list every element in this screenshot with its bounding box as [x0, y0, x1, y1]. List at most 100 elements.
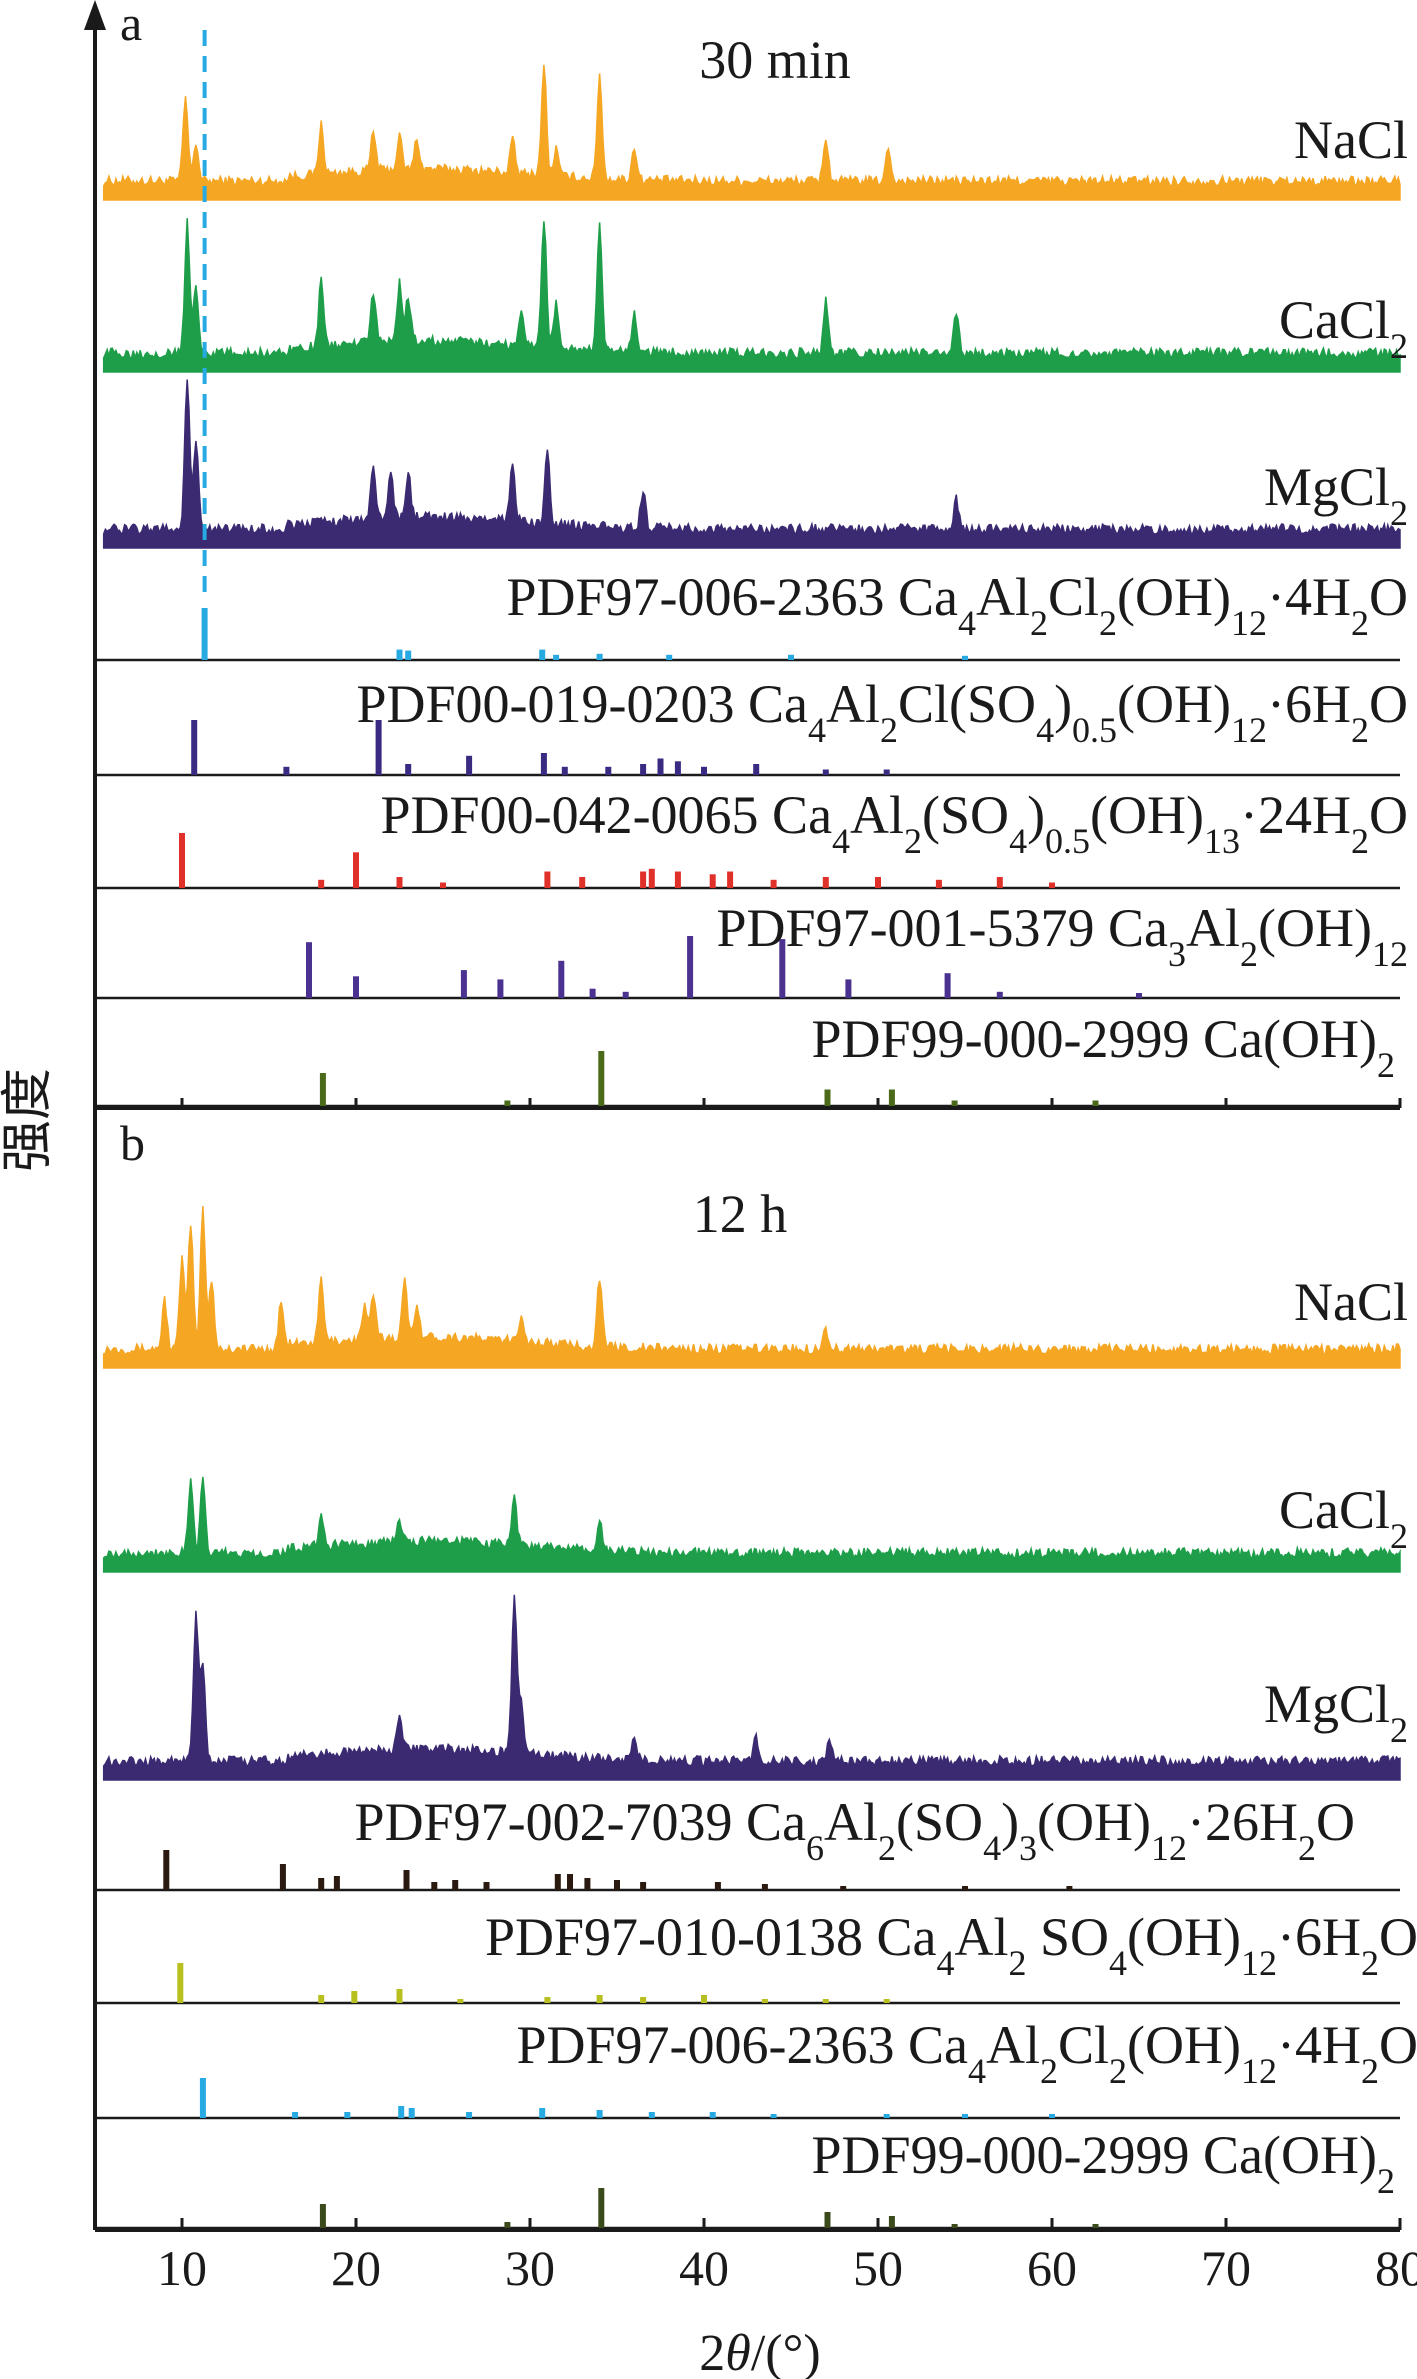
ref-line-b-2-12 [962, 2114, 968, 2118]
series-label-a-2: MgCl2 [1264, 457, 1408, 533]
ref-line-a-3-6 [622, 991, 629, 998]
ref-line-b-2-11 [883, 2114, 890, 2118]
ref-line-b-1-2 [351, 1991, 358, 2003]
ref-line-a-4-4 [888, 1089, 895, 1106]
ref-line-b-0-15 [840, 1886, 847, 1890]
ref-line-b-1-6 [596, 1995, 603, 2003]
ref-line-b-2-6 [539, 2108, 546, 2118]
ref-line-a-3-0 [306, 942, 312, 998]
ref-line-b-1-9 [761, 1999, 768, 2003]
ref-line-b-1-4 [457, 1999, 464, 2003]
ref-line-b-1-11 [883, 1999, 890, 2003]
ref-line-a-2-12 [770, 879, 777, 889]
ref-label-b-1: PDF97-010-0138 Ca4Al2 SO4(OH)12·6H2O [485, 1907, 1417, 1983]
ref-line-a-4-3 [824, 1089, 831, 1106]
ref-line-a-3-5 [589, 988, 596, 998]
ref-line-a-2-6 [579, 877, 586, 888]
series-label-a-0: NaCl [1294, 110, 1408, 170]
panel-label-b: b [120, 1115, 145, 1171]
x-tick-label-50: 50 [853, 2240, 903, 2296]
ref-line-a-3-10 [944, 973, 951, 998]
ref-line-a-0-2 [405, 650, 412, 660]
ref-label-b-2: PDF97-006-2363 Ca4Al2Cl2(OH)12·4H2O [517, 2015, 1417, 2091]
x-tick-label-10: 10 [157, 2240, 207, 2296]
ref-label-a-4: PDF99-000-2999 Ca(OH)2 [812, 1009, 1395, 1085]
ref-line-b-1-3 [396, 1989, 403, 2003]
ref-line-a-2-5 [544, 871, 551, 888]
series-label-a-1: CaCl2 [1279, 290, 1408, 366]
series-label-b-0: NaCl [1294, 1272, 1408, 1332]
ref-line-a-2-4 [440, 882, 446, 888]
series-label-b-1: CaCl2 [1279, 1480, 1408, 1556]
ref-line-b-2-8 [648, 2112, 655, 2118]
ref-line-a-2-17 [1049, 882, 1055, 888]
ref-label-a-3: PDF97-001-5379 Ca3Al2(OH)12 [717, 898, 1408, 974]
ref-line-a-1-14 [883, 769, 890, 775]
ref-line-a-3-9 [845, 979, 852, 998]
ref-line-b-3-5 [951, 2224, 958, 2228]
ref-line-a-2-14 [875, 877, 881, 888]
ref-line-a-3-4 [558, 960, 565, 998]
ref-line-a-4-1 [504, 1100, 511, 1106]
ref-label-b-3: PDF99-000-2999 Ca(OH)2 [812, 2125, 1395, 2201]
ref-line-b-3-3 [824, 2212, 831, 2228]
series-pattern-b-0 [102, 1206, 1401, 1369]
series-pattern-b-1 [102, 1476, 1401, 1573]
ref-line-a-1-10 [674, 761, 681, 776]
y-axis-label: 强度 [0, 1068, 57, 1172]
ref-line-b-0-17 [1066, 1886, 1073, 1890]
ref-line-a-1-7 [605, 766, 612, 776]
ref-line-b-2-2 [344, 2112, 351, 2118]
series-pattern-b-2 [102, 1594, 1401, 1781]
ref-line-a-0-3 [539, 649, 546, 660]
ref-line-a-0-0 [201, 608, 208, 660]
ref-line-a-1-13 [822, 769, 829, 775]
series-label-b-2: MgCl2 [1264, 1674, 1408, 1750]
ref-line-a-2-10 [709, 874, 716, 889]
ref-label-b-0: PDF97-002-7039 Ca6Al2(SO4)3(OH)12·26H2O [355, 1792, 1355, 1868]
ref-line-a-3-2 [460, 970, 467, 998]
x-ticks: 10 20 30 40 50 60 70 80 [157, 1098, 1417, 2296]
ref-line-a-4-0 [319, 1073, 326, 1106]
ref-line-b-0-3 [333, 1876, 340, 1890]
x-tick-label-40: 40 [679, 2240, 729, 2296]
x-tick-label-60: 60 [1027, 2240, 1077, 2296]
ref-line-a-3-8 [779, 939, 786, 998]
ref-line-b-0-8 [554, 1874, 561, 1890]
ref-line-b-1-7 [640, 1997, 647, 2003]
ref-line-a-4-5 [951, 1100, 958, 1106]
ref-line-b-0-6 [452, 1880, 459, 1890]
ref-line-b-0-1 [279, 1864, 286, 1890]
ref-line-a-1-0 [191, 720, 198, 775]
ref-line-a-0-5 [596, 653, 603, 660]
ref-line-b-1-0 [177, 1963, 184, 2003]
ref-line-a-1-4 [466, 755, 473, 776]
ref-line-b-1-1 [318, 1995, 325, 2003]
ref-line-b-2-0 [199, 2078, 206, 2118]
ref-line-a-3-11 [996, 991, 1003, 998]
ref-line-a-1-1 [283, 766, 290, 776]
ref-line-b-3-6 [1092, 2224, 1099, 2228]
ref-line-b-0-9 [567, 1874, 573, 1890]
ref-line-b-0-4 [403, 1870, 410, 1890]
ref-line-a-3-7 [687, 936, 694, 998]
ref-line-b-0-16 [962, 1886, 968, 1890]
ref-line-b-2-10 [770, 2114, 777, 2118]
ref-line-b-3-2 [598, 2188, 605, 2228]
ref-line-b-0-13 [714, 1882, 721, 1890]
ref-line-a-1-8 [640, 764, 647, 775]
ref-line-a-1-5 [540, 753, 547, 775]
ref-line-a-0-7 [788, 654, 794, 660]
panel-title-a: 30 min [699, 30, 851, 90]
ref-line-a-2-3 [396, 877, 403, 888]
ref-line-b-3-1 [504, 2222, 511, 2228]
panel-title-b: 12 h [693, 1184, 788, 1244]
ref-line-a-1-6 [561, 766, 568, 776]
ref-line-a-0-6 [666, 654, 673, 660]
ref-line-b-1-10 [822, 1999, 829, 2003]
ref-line-a-4-6 [1092, 1100, 1099, 1106]
ref-line-b-0-12 [640, 1882, 647, 1890]
ref-line-a-0-4 [553, 654, 560, 660]
ref-line-a-4-2 [598, 1051, 605, 1106]
